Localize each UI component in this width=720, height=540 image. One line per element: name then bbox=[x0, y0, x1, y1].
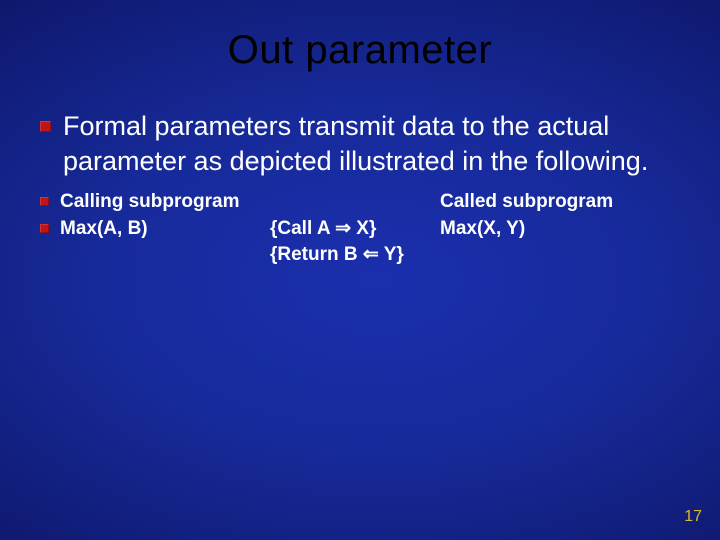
main-bullet-text: Formal parameters transmit data to the a… bbox=[63, 109, 680, 178]
slide-title: Out parameter bbox=[0, 0, 720, 73]
row2-mid: {Call A ⇒ X} bbox=[270, 217, 440, 242]
slide-body: Formal parameters transmit data to the a… bbox=[0, 73, 720, 268]
row3-right bbox=[440, 243, 680, 268]
row2-left: Max(A, B) bbox=[60, 217, 270, 242]
row3-left bbox=[60, 243, 270, 268]
sub-bullet-row-3: {Return B ⇐ Y} bbox=[40, 243, 680, 268]
sub-row-2-text: Max(A, B) {Call A ⇒ X} Max(X, Y) bbox=[60, 217, 680, 242]
sub-row-1-text: Calling subprogram Called subprogram bbox=[60, 190, 680, 215]
square-bullet-icon bbox=[40, 224, 49, 233]
square-bullet-icon bbox=[40, 121, 51, 132]
page-number: 17 bbox=[684, 508, 702, 526]
row3-mid: {Return B ⇐ Y} bbox=[270, 243, 440, 268]
row2-right: Max(X, Y) bbox=[440, 217, 680, 242]
sub-row-3-text: {Return B ⇐ Y} bbox=[60, 243, 680, 268]
square-bullet-icon bbox=[40, 197, 49, 206]
sub-bullets: Calling subprogram Called subprogram Max… bbox=[40, 190, 680, 268]
slide: Out parameter Formal parameters transmit… bbox=[0, 0, 720, 540]
sub-bullet-row-2: Max(A, B) {Call A ⇒ X} Max(X, Y) bbox=[40, 217, 680, 242]
row1-mid bbox=[270, 190, 440, 215]
bullet-item-main: Formal parameters transmit data to the a… bbox=[40, 109, 680, 178]
sub-bullet-row-1: Calling subprogram Called subprogram bbox=[40, 190, 680, 215]
row1-left: Calling subprogram bbox=[60, 190, 270, 215]
row1-right: Called subprogram bbox=[440, 190, 680, 215]
